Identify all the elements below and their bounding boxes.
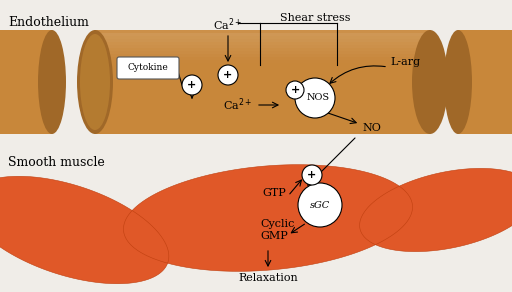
Ellipse shape bbox=[80, 34, 110, 130]
Text: NOS: NOS bbox=[307, 93, 330, 102]
Text: Ca$^{2+}$: Ca$^{2+}$ bbox=[223, 97, 252, 113]
Bar bbox=[95, 42, 430, 48]
Circle shape bbox=[182, 75, 202, 95]
Circle shape bbox=[295, 78, 335, 118]
Polygon shape bbox=[0, 176, 169, 284]
Ellipse shape bbox=[412, 30, 448, 134]
Ellipse shape bbox=[38, 30, 66, 134]
FancyBboxPatch shape bbox=[117, 57, 179, 79]
Text: sGC: sGC bbox=[310, 201, 330, 209]
Text: Cyclic
GMP: Cyclic GMP bbox=[260, 219, 294, 241]
Circle shape bbox=[298, 183, 342, 227]
Text: Cytokine: Cytokine bbox=[127, 63, 168, 72]
Text: Shear stress: Shear stress bbox=[280, 13, 350, 23]
Text: +: + bbox=[223, 70, 232, 80]
Bar bbox=[95, 39, 430, 45]
FancyBboxPatch shape bbox=[458, 30, 512, 134]
Text: Ca$^{2+}$: Ca$^{2+}$ bbox=[214, 17, 243, 33]
Text: Relaxation: Relaxation bbox=[238, 273, 298, 283]
Text: GTP: GTP bbox=[262, 188, 286, 198]
Text: L-arg: L-arg bbox=[390, 57, 420, 67]
Circle shape bbox=[286, 81, 304, 99]
Bar bbox=[95, 36, 430, 42]
Text: NO: NO bbox=[362, 123, 381, 133]
Text: +: + bbox=[187, 80, 197, 90]
Ellipse shape bbox=[77, 30, 113, 134]
Polygon shape bbox=[123, 165, 413, 271]
Bar bbox=[95, 51, 430, 57]
Text: +: + bbox=[290, 85, 300, 95]
Ellipse shape bbox=[444, 30, 472, 134]
Bar bbox=[95, 33, 430, 39]
Bar bbox=[95, 57, 430, 63]
Bar bbox=[95, 30, 430, 36]
Text: +: + bbox=[307, 170, 316, 180]
Bar bbox=[95, 45, 430, 51]
Circle shape bbox=[302, 165, 322, 185]
Polygon shape bbox=[359, 168, 512, 252]
Bar bbox=[95, 54, 430, 60]
Circle shape bbox=[218, 65, 238, 85]
Text: Smooth muscle: Smooth muscle bbox=[8, 156, 105, 168]
FancyBboxPatch shape bbox=[0, 30, 52, 134]
FancyBboxPatch shape bbox=[95, 30, 430, 134]
Text: Endothelium: Endothelium bbox=[8, 15, 89, 29]
Bar bbox=[95, 48, 430, 54]
